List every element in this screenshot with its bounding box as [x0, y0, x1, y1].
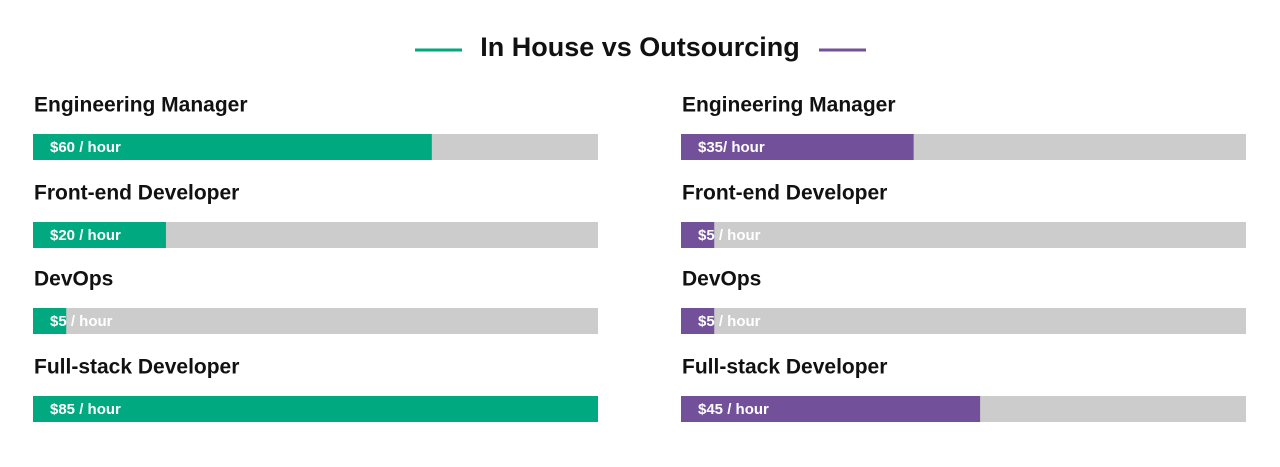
category-label: DevOps — [682, 268, 761, 291]
value-label: $45 / hour — [698, 401, 769, 418]
category-label: Full-stack Developer — [682, 356, 887, 379]
bar — [681, 396, 981, 422]
bar — [681, 222, 715, 248]
bar — [33, 134, 432, 160]
category-label: Engineering Manager — [682, 94, 896, 117]
value-label: $85 / hour — [50, 401, 121, 418]
category-label: Front-end Developer — [682, 182, 887, 205]
bar-track — [33, 308, 598, 334]
value-label: $20 / hour — [50, 227, 121, 244]
value-label: $5 / hour — [50, 313, 113, 330]
bar-track — [681, 222, 1246, 248]
bar — [33, 222, 166, 248]
value-label: $60 / hour — [50, 139, 121, 156]
bar — [33, 396, 598, 422]
category-label: DevOps — [34, 268, 113, 291]
chart-title: In House vs Outsourcing — [480, 32, 800, 62]
category-label: Engineering Manager — [34, 94, 248, 117]
bar — [33, 308, 67, 334]
category-label: Full-stack Developer — [34, 356, 239, 379]
bar — [681, 308, 715, 334]
category-label: Front-end Developer — [34, 182, 239, 205]
bar — [681, 134, 914, 160]
value-label: $5 / hour — [698, 313, 761, 330]
value-label: $5 / hour — [698, 227, 761, 244]
value-label: $35/ hour — [698, 139, 765, 156]
bar-track — [681, 308, 1246, 334]
